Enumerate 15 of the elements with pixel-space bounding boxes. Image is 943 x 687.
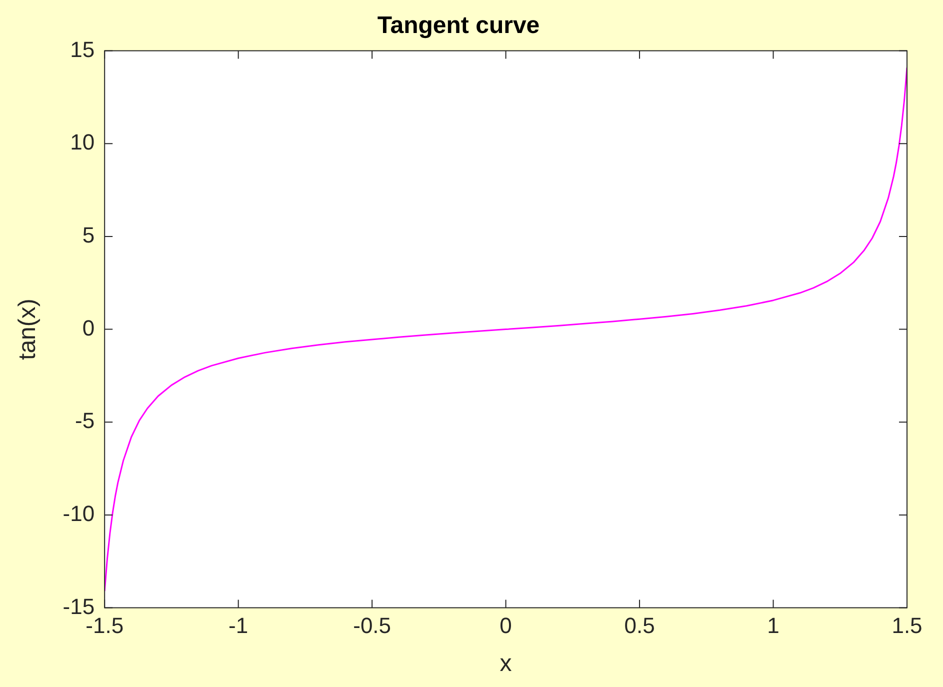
y-tick-label: 5 <box>82 222 95 248</box>
x-tick-label: 0 <box>500 613 512 638</box>
x-tick-label: 0.5 <box>624 613 655 638</box>
x-tick-label: -0.5 <box>353 613 392 638</box>
y-tick-label: 0 <box>82 315 95 340</box>
y-tick-label: -10 <box>62 501 95 526</box>
y-tick-label: -5 <box>75 408 95 434</box>
y-tick-label: 15 <box>70 36 95 62</box>
y-tick-label: 10 <box>70 130 95 155</box>
x-tick-label: 1.5 <box>892 613 922 638</box>
x-tick-label: 1 <box>767 613 780 638</box>
y-axis-title: tan(x) <box>14 298 42 360</box>
chart-title: Tangent curve <box>377 12 540 40</box>
x-axis-title: x <box>500 650 512 678</box>
x-tick-label: -1 <box>228 613 248 638</box>
